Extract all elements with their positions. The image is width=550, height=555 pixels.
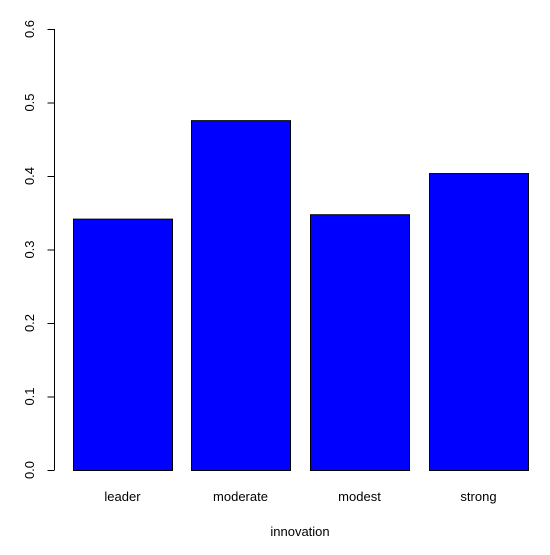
y-tick-label: 0.4 — [22, 167, 37, 185]
y-tick-label: 0.6 — [22, 20, 37, 38]
x-tick-label-moderate: moderate — [213, 489, 268, 504]
bar-modest — [310, 214, 410, 471]
bars — [73, 120, 529, 471]
y-axis: 0.0 0.1 0.2 0.3 0.4 0.5 0.6 — [22, 20, 55, 479]
x-axis-title: innovation — [270, 524, 329, 539]
bar-leader — [73, 218, 173, 471]
x-tick-label-modest: modest — [338, 489, 381, 504]
x-axis: leader moderate modest strong — [104, 489, 496, 504]
y-tick-label: 0.3 — [22, 240, 37, 258]
x-tick-label-leader: leader — [104, 489, 141, 504]
bar-strong — [429, 173, 529, 471]
x-tick-label-strong: strong — [460, 489, 496, 504]
y-tick-label: 0.0 — [22, 461, 37, 479]
y-tick-label: 0.1 — [22, 387, 37, 405]
y-tick-label: 0.2 — [22, 314, 37, 332]
y-tick-label: 0.5 — [22, 93, 37, 111]
bar-moderate — [191, 120, 291, 471]
